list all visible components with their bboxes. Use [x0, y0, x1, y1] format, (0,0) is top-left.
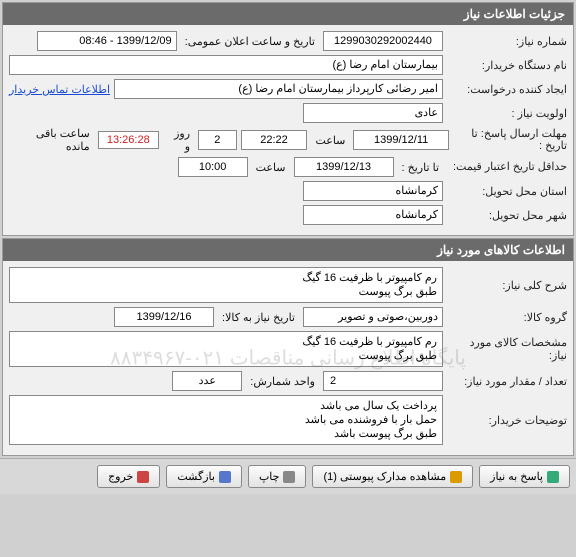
print-button-label: چاپ [259, 470, 280, 483]
deadline-date-field: 1399/12/11 [353, 130, 448, 150]
print-icon [283, 471, 295, 483]
deadline-label: مهلت ارسال پاسخ: تا تاریخ : [453, 128, 567, 152]
exit-icon [137, 471, 149, 483]
row-qty: تعداد / مقدار مورد نیاز: 2 واحد شمارش: ع… [9, 371, 567, 391]
row-notes: توضیحات خریدار: پرداخت یک سال می باشد حم… [9, 395, 567, 445]
reply-button[interactable]: پاسخ به نیاز [479, 465, 570, 488]
panel1-body: شماره نیاز: 1299030292002440 تاریخ و ساع… [3, 25, 573, 235]
contact-buyer-link[interactable]: اطلاعات تماس خریدار [9, 83, 110, 96]
province-field: کرمانشاه [303, 181, 443, 201]
button-bar: پاسخ به نیاز مشاهده مدارک پیوستی (1) چاپ… [0, 458, 576, 494]
need-to-date-label: تاریخ نیاز به کالا: [218, 311, 299, 324]
row-creator: ایجاد کننده درخواست: امیر رضائی کارپرداز… [9, 79, 567, 99]
group-field: دوربین،صوتی و تصویر [303, 307, 443, 327]
exit-button-label: خروج [108, 470, 133, 483]
panel2-header: اطلاعات کالاهای مورد نیاز [3, 239, 573, 261]
attachment-icon [450, 471, 462, 483]
main-desc-field: رم کامپیوتر با ظرفیت 16 گیگ طبق برگ پیوس… [9, 267, 443, 303]
goods-info-panel: اطلاعات کالاهای مورد نیاز پایگاه اطلاع ر… [2, 238, 574, 456]
exit-button[interactable]: خروج [97, 465, 160, 488]
creator-label: ایجاد کننده درخواست: [447, 83, 567, 96]
row-province: استان محل تحویل: کرمانشاه [9, 181, 567, 201]
back-button-label: بازگشت [177, 470, 215, 483]
row-city: شهر محل تحویل: کرمانشاه [9, 205, 567, 225]
deadline-label-1: مهلت ارسال پاسخ: [481, 128, 567, 140]
credit-time-label: ساعت [252, 161, 290, 174]
row-buyer-device: نام دستگاه خریدار: بیمارستان امام رضا (ع… [9, 55, 567, 75]
credit-to-label: تا تاریخ : [398, 161, 443, 174]
row-credit: حداقل تاریخ اعتبار قیمت: تا تاریخ : 1399… [9, 157, 567, 177]
deadline-time-field: 22:22 [241, 130, 308, 150]
view-attachments-button[interactable]: مشاهده مدارک پیوستی (1) [312, 465, 473, 488]
days-field: 2 [198, 130, 236, 150]
row-need-no: شماره نیاز: 1299030292002440 تاریخ و ساع… [9, 31, 567, 51]
buyer-device-field: بیمارستان امام رضا (ع) [9, 55, 443, 75]
panel1-header: جزئیات اطلاعات نیاز [3, 3, 573, 25]
spec-field: رم کامپیوتر با ظرفیت 16 گیگ طبق برگ پیوس… [9, 331, 443, 367]
main-desc-label: شرح کلی نیاز: [447, 279, 567, 292]
attach-button-label: مشاهده مدارک پیوستی (1) [323, 470, 446, 483]
reply-button-label: پاسخ به نیاز [490, 470, 543, 483]
qty-label: تعداد / مقدار مورد نیاز: [447, 375, 567, 388]
back-icon [219, 471, 231, 483]
need-to-date-field: 1399/12/16 [114, 307, 214, 327]
row-spec: مشخصات کالای مورد نیاز: رم کامپیوتر با ظ… [9, 331, 567, 367]
announce-field: 1399/12/09 - 08:46 [37, 31, 177, 51]
time-left-label: ساعت باقی مانده [9, 127, 94, 153]
days-and-label: روز و [163, 127, 194, 153]
announce-label: تاریخ و ساعت اعلان عمومی: [181, 35, 319, 48]
priority-field: عادی [303, 103, 443, 123]
group-label: گروه کالا: [447, 311, 567, 324]
notes-field: پرداخت یک سال می باشد حمل بار با فروشنده… [9, 395, 443, 445]
notes-label: توضیحات خریدار: [447, 414, 567, 427]
priority-label: اولویت نیاز : [447, 107, 567, 120]
credit-date-field: 1399/12/13 [294, 157, 394, 177]
need-details-panel: جزئیات اطلاعات نیاز شماره نیاز: 12990302… [2, 2, 574, 236]
print-button[interactable]: چاپ [248, 465, 307, 488]
reply-icon [547, 471, 559, 483]
need-no-field: 1299030292002440 [323, 31, 443, 51]
need-no-label: شماره نیاز: [447, 35, 567, 48]
row-group: گروه کالا: دوربین،صوتی و تصویر تاریخ نیا… [9, 307, 567, 327]
city-label: شهر محل تحویل: [447, 209, 567, 222]
panel2-body: پایگاه اطلاع رسانی مناقصات ۰۲۱-۸۸۳۴۹۶۷ ش… [3, 261, 573, 455]
creator-field: امیر رضائی کارپرداز بیمارستان امام رضا (… [114, 79, 443, 99]
credit-time-field: 10:00 [178, 157, 248, 177]
credit-label: حداقل تاریخ اعتبار قیمت: [447, 161, 567, 173]
spec-label: مشخصات کالای مورد نیاز: [447, 336, 567, 362]
unit-field: عدد [172, 371, 242, 391]
qty-field: 2 [323, 371, 443, 391]
credit-label-txt: حداقل تاریخ اعتبار قیمت: [453, 161, 567, 173]
back-button[interactable]: بازگشت [166, 465, 242, 488]
row-deadline: مهلت ارسال پاسخ: تا تاریخ : 1399/12/11 س… [9, 127, 567, 153]
row-priority: اولویت نیاز : عادی [9, 103, 567, 123]
row-main-desc: شرح کلی نیاز: رم کامپیوتر با ظرفیت 16 گی… [9, 267, 567, 303]
unit-label: واحد شمارش: [246, 375, 319, 388]
timer-field: 13:26:28 [98, 131, 159, 149]
city-field: کرمانشاه [303, 205, 443, 225]
deadline-time-label: ساعت [311, 134, 349, 147]
province-label: استان محل تحویل: [447, 185, 567, 198]
buyer-device-label: نام دستگاه خریدار: [447, 59, 567, 72]
